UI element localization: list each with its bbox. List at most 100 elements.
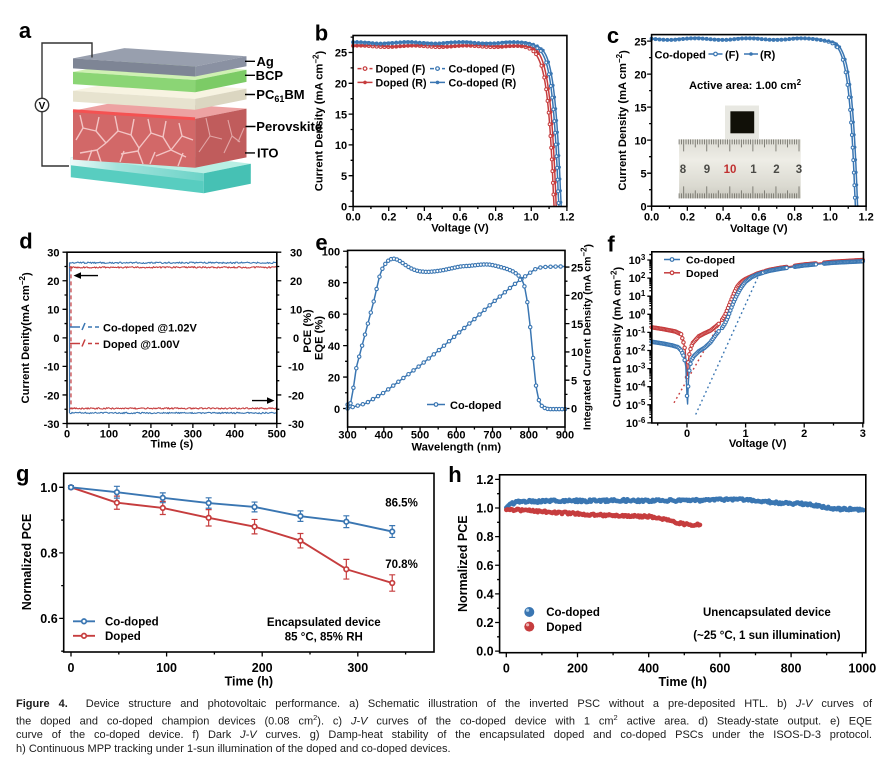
svg-text:Normalized PCE: Normalized PCE bbox=[20, 514, 34, 611]
svg-text:0.4: 0.4 bbox=[476, 587, 493, 601]
svg-text:10-4: 10-4 bbox=[626, 380, 646, 394]
svg-text:Doped: Doped bbox=[686, 268, 719, 280]
svg-text:b: b bbox=[315, 21, 328, 46]
svg-text:600: 600 bbox=[709, 661, 730, 675]
svg-text:100: 100 bbox=[322, 247, 340, 259]
svg-text:0: 0 bbox=[68, 661, 75, 675]
svg-text:Current Denity(mA cm−2): Current Denity(mA cm−2) bbox=[18, 272, 33, 403]
svg-text:Current Density (mA cm−2): Current Density (mA cm−2) bbox=[615, 50, 630, 191]
svg-text:Voltage (V): Voltage (V) bbox=[431, 223, 489, 235]
svg-text:60: 60 bbox=[328, 309, 340, 321]
svg-text:Co-doped: Co-doped bbox=[686, 255, 735, 267]
svg-text:10-1: 10-1 bbox=[626, 325, 646, 339]
svg-text:30: 30 bbox=[47, 248, 59, 260]
svg-text:0.4: 0.4 bbox=[715, 211, 731, 223]
svg-text:0: 0 bbox=[640, 201, 646, 213]
svg-text:-10: -10 bbox=[288, 362, 304, 374]
svg-text:800: 800 bbox=[520, 430, 538, 442]
svg-text:20: 20 bbox=[335, 79, 347, 91]
svg-text:0.2: 0.2 bbox=[476, 616, 493, 630]
svg-text:-30: -30 bbox=[288, 419, 304, 431]
svg-text:3: 3 bbox=[796, 164, 802, 176]
svg-text:Active area: 1.00 cm2: Active area: 1.00 cm2 bbox=[689, 78, 802, 92]
svg-text:BCP: BCP bbox=[256, 68, 284, 83]
svg-text:PC61BM: PC61BM bbox=[256, 87, 304, 104]
svg-text:5: 5 bbox=[571, 375, 577, 387]
svg-text:0.6: 0.6 bbox=[452, 212, 467, 224]
svg-text:10-2: 10-2 bbox=[626, 344, 646, 358]
svg-text:3: 3 bbox=[860, 428, 866, 440]
svg-text:Time (s): Time (s) bbox=[151, 438, 194, 450]
svg-text:d: d bbox=[19, 229, 32, 254]
svg-text:20: 20 bbox=[328, 372, 340, 384]
svg-text:15: 15 bbox=[634, 102, 646, 114]
svg-text:80: 80 bbox=[328, 278, 340, 290]
svg-text:1000: 1000 bbox=[848, 661, 876, 675]
svg-text:5: 5 bbox=[341, 171, 347, 183]
svg-text:10: 10 bbox=[724, 164, 737, 176]
svg-text:1.0: 1.0 bbox=[476, 502, 493, 516]
svg-text:0.8: 0.8 bbox=[488, 212, 503, 224]
svg-text:0: 0 bbox=[684, 428, 690, 440]
svg-text:ITO: ITO bbox=[257, 146, 278, 161]
svg-text:2: 2 bbox=[773, 164, 779, 176]
svg-text:102: 102 bbox=[629, 271, 646, 285]
svg-text:0.0: 0.0 bbox=[644, 211, 659, 223]
svg-text:10: 10 bbox=[335, 140, 347, 152]
svg-text:Unencapsulated device: Unencapsulated device bbox=[703, 607, 831, 619]
svg-text:200: 200 bbox=[567, 661, 588, 675]
svg-text:Current Density (mA cm−2): Current Density (mA cm−2) bbox=[610, 266, 625, 407]
svg-text:EQE (%): EQE (%) bbox=[314, 316, 326, 360]
svg-text:-30: -30 bbox=[44, 419, 60, 431]
svg-text:Doped: Doped bbox=[105, 631, 141, 643]
svg-text:8: 8 bbox=[680, 164, 687, 176]
svg-text:100: 100 bbox=[100, 429, 118, 441]
svg-text:-20: -20 bbox=[44, 390, 60, 402]
svg-text:20: 20 bbox=[290, 276, 302, 288]
svg-text:Perovskite: Perovskite bbox=[256, 119, 322, 134]
svg-text:500: 500 bbox=[268, 429, 286, 441]
svg-text:Co-doped: Co-doped bbox=[105, 617, 159, 629]
svg-text:Co-doped: Co-doped bbox=[546, 607, 600, 619]
svg-text:Normalized PCE: Normalized PCE bbox=[456, 515, 470, 612]
svg-text:9: 9 bbox=[704, 164, 710, 176]
svg-text:600: 600 bbox=[447, 430, 465, 442]
svg-text:0: 0 bbox=[503, 661, 510, 675]
svg-text:300: 300 bbox=[347, 661, 368, 675]
svg-text:0.8: 0.8 bbox=[40, 546, 57, 560]
svg-text:0.0: 0.0 bbox=[476, 645, 493, 659]
svg-text:300: 300 bbox=[184, 429, 202, 441]
svg-text:Current Density (mA cm−2): Current Density (mA cm−2) bbox=[312, 50, 327, 191]
svg-text:500: 500 bbox=[411, 430, 429, 442]
svg-text:Doped (R): Doped (R) bbox=[376, 77, 427, 89]
svg-text:25: 25 bbox=[335, 48, 347, 60]
svg-text:40: 40 bbox=[328, 341, 340, 353]
svg-text:-20: -20 bbox=[288, 390, 304, 402]
svg-text:0.6: 0.6 bbox=[40, 612, 57, 626]
svg-text:10: 10 bbox=[290, 305, 302, 317]
svg-text:0.8: 0.8 bbox=[787, 211, 802, 223]
svg-text:900: 900 bbox=[556, 430, 574, 442]
svg-text:15: 15 bbox=[571, 319, 583, 331]
svg-text:85 °C, 85% RH: 85 °C, 85% RH bbox=[285, 632, 363, 644]
svg-text:10: 10 bbox=[571, 347, 583, 359]
svg-text:1.0: 1.0 bbox=[823, 211, 838, 223]
svg-text:400: 400 bbox=[638, 661, 659, 675]
svg-text:Voltage (V): Voltage (V) bbox=[730, 223, 788, 235]
svg-text:25: 25 bbox=[634, 36, 646, 48]
svg-text:Integrated Current Density (mA: Integrated Current Density (mA cm−2) bbox=[580, 244, 595, 430]
svg-text:10-6: 10-6 bbox=[626, 416, 646, 430]
svg-text:(F): (F) bbox=[725, 50, 739, 62]
svg-text:(~25 °C, 1 sun illumination): (~25 °C, 1 sun illumination) bbox=[693, 630, 841, 642]
svg-text:h: h bbox=[448, 462, 461, 487]
svg-text:Time (h): Time (h) bbox=[659, 675, 707, 689]
svg-text:300: 300 bbox=[338, 430, 356, 442]
svg-text:400: 400 bbox=[226, 429, 244, 441]
svg-text:200: 200 bbox=[252, 661, 273, 675]
svg-text:V: V bbox=[39, 101, 46, 112]
svg-text:Ag: Ag bbox=[257, 54, 274, 69]
svg-text:a: a bbox=[19, 18, 32, 43]
svg-text:1: 1 bbox=[743, 428, 749, 440]
svg-text:800: 800 bbox=[781, 661, 802, 675]
svg-text:10: 10 bbox=[47, 305, 59, 317]
